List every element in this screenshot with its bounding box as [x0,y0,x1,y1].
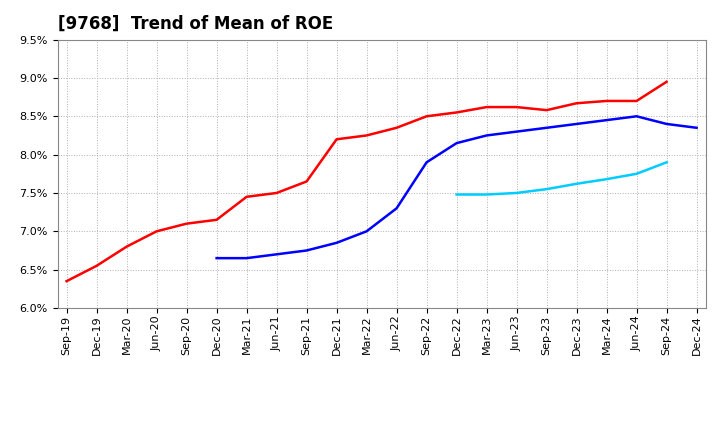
3 Years [302,179,311,184]
3 Years [182,221,191,226]
5 Years [362,229,371,234]
5 Years [242,256,251,261]
7 Years [542,187,551,192]
3 Years [392,125,401,130]
5 Years [482,133,491,138]
3 Years [452,110,461,115]
7 Years [632,171,641,176]
7 Years [572,181,581,187]
5 Years [602,117,611,123]
5 Years [693,125,701,130]
3 Years [242,194,251,199]
5 Years [333,240,341,246]
5 Years [452,140,461,146]
5 Years [542,125,551,130]
3 Years [272,191,281,196]
Line: 7 Years: 7 Years [456,162,667,194]
5 Years [212,256,221,261]
5 Years [662,121,671,127]
3 Years [122,244,131,249]
3 Years [153,229,161,234]
3 Years [482,104,491,110]
3 Years [572,101,581,106]
3 Years [422,114,431,119]
7 Years [662,160,671,165]
Text: [9768]  Trend of Mean of ROE: [9768] Trend of Mean of ROE [58,15,333,33]
7 Years [482,192,491,197]
5 Years [302,248,311,253]
Line: 3 Years: 3 Years [66,82,667,281]
Line: 5 Years: 5 Years [217,116,697,258]
7 Years [513,191,521,196]
3 Years [62,279,71,284]
7 Years [602,176,611,182]
3 Years [92,263,101,268]
3 Years [602,98,611,103]
3 Years [362,133,371,138]
5 Years [392,205,401,211]
5 Years [422,160,431,165]
3 Years [662,79,671,84]
5 Years [513,129,521,134]
5 Years [272,252,281,257]
3 Years [632,98,641,103]
3 Years [333,137,341,142]
7 Years [452,192,461,197]
3 Years [212,217,221,223]
5 Years [632,114,641,119]
3 Years [542,107,551,113]
3 Years [513,104,521,110]
5 Years [572,121,581,127]
